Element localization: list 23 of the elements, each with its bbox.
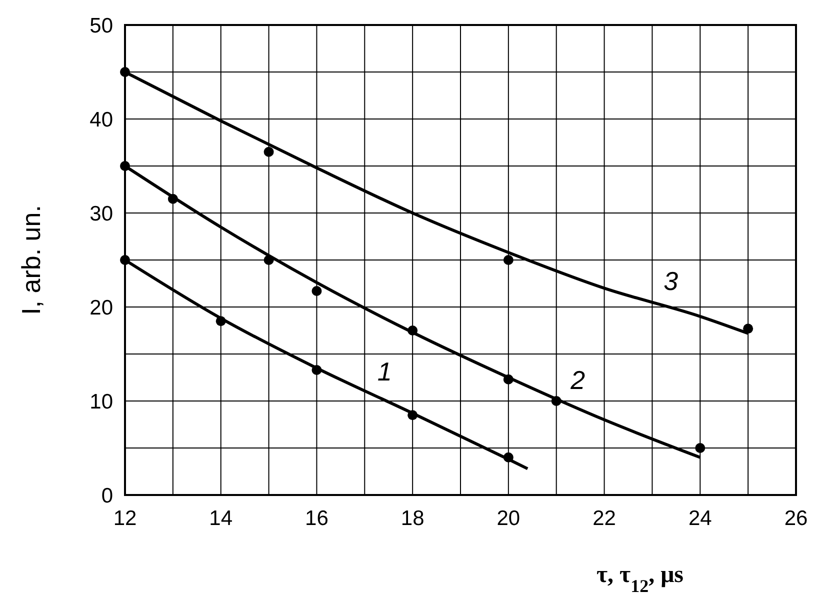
x-tick-label: 22 — [592, 507, 616, 530]
point — [503, 255, 514, 265]
x-tick-label: 24 — [688, 507, 712, 530]
y-tick-label: 50 — [90, 14, 113, 38]
x-tick-label: 12 — [113, 507, 137, 530]
point — [264, 146, 274, 157]
y-tick-label: 20 — [90, 296, 113, 320]
x-tick-label: 14 — [209, 507, 233, 530]
point — [312, 286, 322, 296]
y-tick-label: 0 — [101, 484, 113, 508]
x-tick-label: 26 — [784, 507, 808, 530]
x-axis-title: τ, τ$_{12}$, μs — [596, 562, 684, 596]
annotation: 3 — [664, 266, 679, 296]
y-tick-label: 30 — [90, 202, 113, 226]
annotation: 2 — [570, 364, 586, 395]
y-axis-title: I, arb. un. — [16, 205, 46, 315]
x-tick-label: 18 — [400, 507, 424, 530]
point — [695, 443, 706, 453]
x-tick-label: 16 — [305, 507, 328, 530]
y-tick-label: 10 — [90, 390, 113, 414]
y-tick-label: 40 — [90, 108, 113, 132]
annotation: 1 — [377, 356, 392, 386]
x-tick-label: 20 — [496, 507, 520, 530]
